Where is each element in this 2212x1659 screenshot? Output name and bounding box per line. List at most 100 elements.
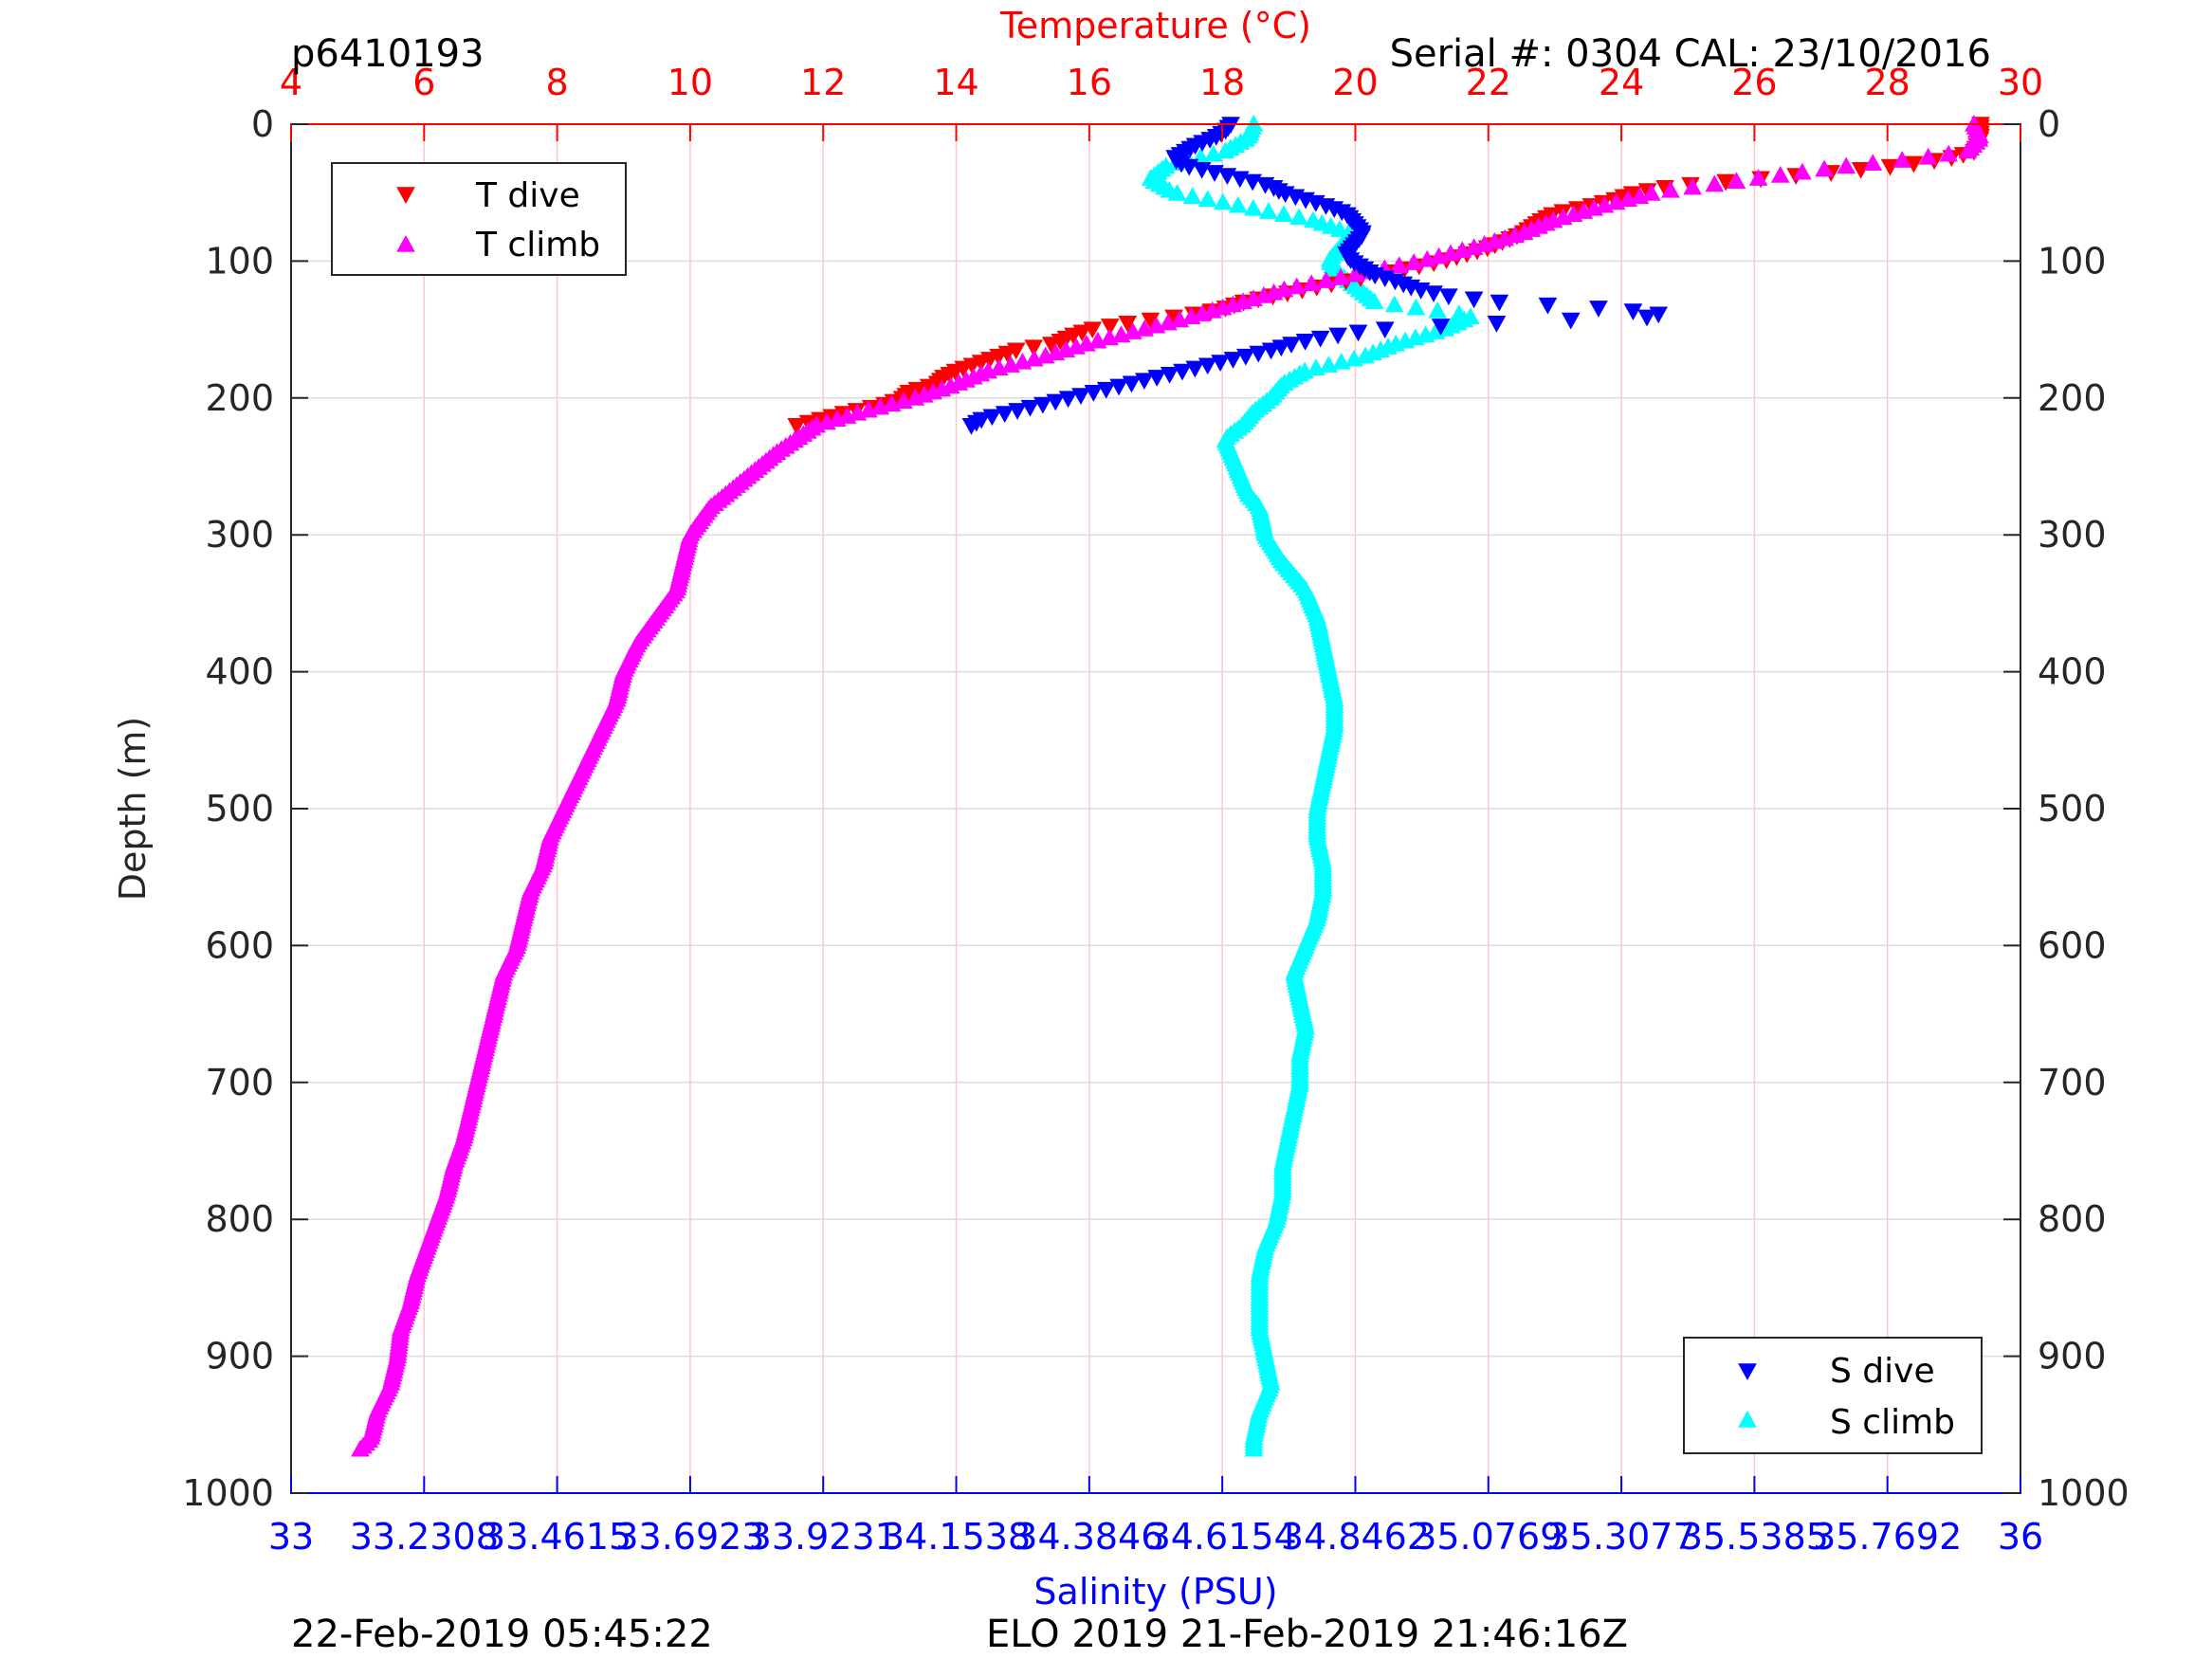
- salinity-tick-label: 36: [1998, 1516, 2043, 1558]
- depth-tick-label: 700: [205, 1062, 274, 1103]
- data-point: [1046, 343, 1066, 361]
- data-point: [1574, 202, 1594, 219]
- data-point: [1316, 271, 1336, 288]
- temperature-tick-label: 14: [933, 62, 978, 103]
- salinity-tick-label: 34.6154: [1148, 1516, 1297, 1558]
- data-point: [351, 1439, 370, 1457]
- data-point: [1705, 174, 1725, 192]
- data-point: [1487, 315, 1507, 333]
- data-point: [1958, 141, 1978, 159]
- salinity-tick-label: 35.0769: [1414, 1516, 1563, 1558]
- data-point: [1683, 177, 1702, 195]
- data-point: [859, 400, 878, 418]
- data-point: [1553, 208, 1573, 226]
- data-point: [1295, 334, 1315, 351]
- data-point: [1441, 244, 1460, 262]
- depth-tick-label: 1000: [182, 1472, 274, 1514]
- data-point: [1490, 294, 1509, 312]
- data-point: [1159, 313, 1178, 331]
- legend-marker-t-climb: [396, 234, 415, 252]
- temperature-tick-label: 10: [667, 62, 713, 103]
- data-point: [1287, 277, 1307, 295]
- series-s-climb: [1141, 114, 1480, 1457]
- data-point: [1837, 156, 1856, 174]
- data-point: [1561, 312, 1581, 330]
- data-point: [1244, 289, 1263, 306]
- data-point: [1474, 235, 1494, 252]
- legend-marker-t-dive: [396, 187, 415, 205]
- legend-marker-s-climb: [1738, 1410, 1757, 1428]
- data-point: [1431, 319, 1451, 336]
- data-point: [1661, 180, 1680, 198]
- data-point: [1584, 198, 1604, 216]
- data-point: [1310, 330, 1330, 348]
- depth-tick-label: 0: [251, 103, 274, 145]
- data-point: [1716, 173, 1735, 191]
- data-point: [1181, 307, 1201, 325]
- data-point: [1024, 349, 1044, 367]
- data-point: [1892, 151, 1911, 168]
- legend-label-s-climb: S climb: [1830, 1403, 1955, 1442]
- data-point: [1213, 192, 1233, 210]
- depth-tick-label-right: 300: [2038, 514, 2107, 556]
- temperature-tick-label: 30: [1998, 62, 2043, 103]
- data-point: [1319, 356, 1339, 373]
- temperature-tick-label: 12: [800, 62, 846, 103]
- data-point: [1506, 226, 1525, 244]
- data-point: [1485, 231, 1505, 249]
- data-point: [1863, 154, 1883, 171]
- data-point: [1274, 205, 1293, 223]
- data-point: [1641, 184, 1661, 201]
- temperature-tick-label: 22: [1466, 62, 1511, 103]
- data-point: [1348, 324, 1368, 342]
- data-point: [787, 417, 807, 435]
- legend-marker-s-dive: [1738, 1363, 1757, 1381]
- data-point: [1904, 155, 1924, 173]
- data-point: [1389, 256, 1409, 274]
- temperature-tick-label: 18: [1199, 62, 1245, 103]
- data-point: [1035, 346, 1055, 364]
- data-point: [1197, 190, 1217, 208]
- depth-tick-label: 300: [205, 514, 274, 556]
- depth-tick-label-right: 200: [2038, 377, 2107, 419]
- depth-tick-label: 200: [205, 377, 274, 419]
- data-point: [1223, 295, 1243, 313]
- salinity-tick-label: 33: [268, 1516, 314, 1558]
- data-point: [1375, 321, 1395, 339]
- depth-tick-label-right: 900: [2038, 1336, 2107, 1377]
- depth-tick-label-right: 600: [2038, 924, 2107, 966]
- depth-tick-label: 800: [205, 1198, 274, 1240]
- depth-tick-label: 400: [205, 651, 274, 693]
- data-point: [961, 417, 981, 435]
- data-point: [1193, 304, 1212, 321]
- depth-tick-label: 900: [205, 1336, 274, 1377]
- data-point: [848, 403, 868, 421]
- salinity-tick-label: 34.3846: [1015, 1516, 1163, 1558]
- temperature-tick-label: 16: [1067, 62, 1112, 103]
- temperature-axis-title: Temperature (°C): [999, 5, 1311, 46]
- temperature-tick-label: 20: [1332, 62, 1378, 103]
- temperature-tick-label: 4: [280, 62, 302, 103]
- data-point: [1088, 331, 1107, 349]
- data-point: [1406, 298, 1426, 316]
- data-point: [1111, 325, 1131, 343]
- salinity-tick-label: 33.6923: [615, 1516, 764, 1558]
- data-point: [1307, 358, 1325, 376]
- data-point: [1630, 187, 1650, 204]
- data-point: [1024, 339, 1044, 357]
- data-point: [1637, 309, 1656, 327]
- series-t-climb: [351, 114, 1989, 1457]
- grid-layer: [291, 124, 2020, 1493]
- axis-layer: 0 0 100 100 200 200 300 300 400 400 500 500 600 600 70…: [182, 62, 2129, 1558]
- data-point: [1216, 141, 1235, 159]
- data-point: [1439, 288, 1458, 306]
- data-point: [989, 358, 1009, 376]
- depth-tick-label: 600: [205, 924, 274, 966]
- footer-timestamp-left: 22-Feb-2019 05:45:22: [291, 1613, 713, 1656]
- serial-calibration-label: Serial #: 0304 CAL: 23/10/2016: [1390, 32, 1991, 76]
- data-point: [1253, 286, 1273, 303]
- data-point: [1748, 169, 1768, 186]
- data-point: [817, 412, 836, 430]
- data-point: [882, 394, 902, 412]
- data-point: [1417, 249, 1437, 267]
